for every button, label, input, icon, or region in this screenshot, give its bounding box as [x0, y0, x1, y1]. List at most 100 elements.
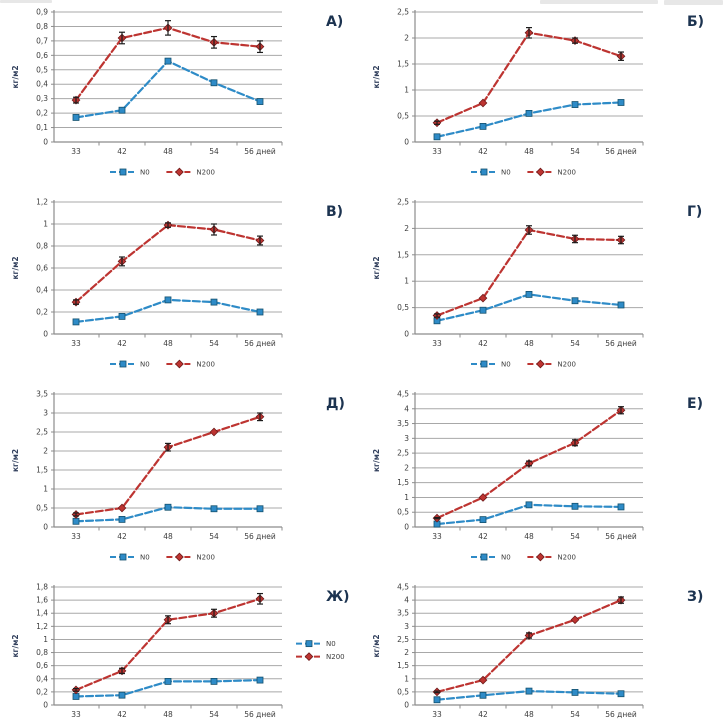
svg-text:48: 48 — [163, 147, 173, 156]
svg-text:33: 33 — [432, 147, 442, 156]
series-n200 — [71, 220, 265, 307]
svg-text:0,5: 0,5 — [397, 687, 409, 696]
chart-v: 0 0,2 0,4 0,6 0,8 1 1,2 33 42 48 54 56 дней кг/м2 В) N… — [0, 190, 361, 382]
chart-zh: 0 0,2 0,4 0,6 0,8 1 1,2 1,4 1,6 1,8 33 42 48 54 56 дне… — [0, 575, 361, 727]
svg-text:1: 1 — [404, 674, 409, 683]
svg-text:N200: N200 — [326, 653, 345, 661]
svg-text:42: 42 — [478, 339, 488, 348]
svg-text:1,5: 1,5 — [36, 466, 48, 475]
svg-text:33: 33 — [432, 532, 442, 541]
svg-text:0,6: 0,6 — [36, 264, 48, 273]
svg-text:N0: N0 — [501, 361, 511, 369]
svg-text:3,5: 3,5 — [36, 390, 48, 399]
svg-text:42: 42 — [478, 532, 488, 541]
series-n0 — [433, 291, 625, 325]
svg-text:56 дней: 56 дней — [244, 532, 276, 541]
chart-z-canvas: 0 0,5 1 1,5 2 2,5 3 3,5 4 4,5 33 42 48 54 56 дней кг/м2… — [372, 583, 703, 720]
error-bar — [434, 313, 440, 318]
svg-text:N200: N200 — [196, 554, 215, 562]
legend: N0 N200 — [110, 552, 215, 562]
axes-grid: 0 0,2 0,4 0,6 0,8 1 1,2 1,4 1,6 1,8 — [36, 583, 282, 710]
svg-text:4: 4 — [404, 404, 409, 413]
error-bar — [526, 27, 532, 39]
error-bar — [119, 31, 125, 45]
svg-text:48: 48 — [524, 710, 534, 719]
error-bar — [526, 225, 532, 235]
error-bar — [119, 667, 125, 675]
svg-text:0: 0 — [43, 138, 48, 147]
y-axis-title: кг/м2 — [11, 634, 20, 657]
svg-text:54: 54 — [209, 532, 219, 541]
svg-text:0,3: 0,3 — [36, 94, 48, 103]
x-axis-labels: 33 42 48 54 56 дней — [432, 334, 644, 348]
svg-text:N0: N0 — [140, 169, 150, 177]
series-n0 — [433, 501, 625, 528]
svg-text:1: 1 — [404, 277, 409, 286]
page-edge-artifact — [540, 0, 658, 4]
x-axis-labels: 33 42 48 54 56 дней — [71, 527, 283, 541]
page-edge-artifact — [0, 0, 52, 3]
x-axis-labels: 33 42 48 54 56 дней — [71, 334, 283, 348]
svg-text:33: 33 — [71, 710, 81, 719]
y-axis-title: кг/м2 — [11, 449, 20, 472]
axes-grid: 0 0,5 1 1,5 2 2,5 — [397, 8, 643, 147]
svg-text:3: 3 — [43, 409, 48, 418]
svg-text:2,5: 2,5 — [397, 198, 409, 207]
svg-text:48: 48 — [163, 532, 173, 541]
axes-grid: 0 0,5 1 1,5 2 2,5 3 3,5 4 4,5 — [397, 583, 643, 710]
svg-text:0,1: 0,1 — [36, 123, 48, 132]
svg-text:3: 3 — [404, 622, 409, 631]
svg-text:1,2: 1,2 — [36, 622, 48, 631]
svg-text:0,8: 0,8 — [36, 22, 48, 31]
error-bar — [572, 234, 578, 244]
x-axis-labels: 33 42 48 54 56 дней — [432, 527, 644, 541]
series-n0 — [72, 57, 264, 121]
error-bar — [119, 256, 125, 267]
chart-g-canvas: 0 0,5 1 1,5 2 2,5 33 42 48 54 56 дней кг/м2 Г) N0 N200 — [372, 198, 702, 369]
svg-text:0,5: 0,5 — [397, 303, 409, 312]
svg-text:2: 2 — [404, 34, 409, 43]
x-axis-labels: 33 42 48 54 56 дней — [71, 705, 283, 719]
svg-text:4,5: 4,5 — [397, 583, 409, 592]
error-bar — [526, 460, 532, 467]
svg-text:42: 42 — [117, 147, 127, 156]
series-n200 — [71, 412, 265, 519]
svg-text:0,5: 0,5 — [36, 65, 48, 74]
svg-text:0: 0 — [404, 701, 409, 710]
svg-text:56 дней: 56 дней — [244, 339, 276, 348]
panel-label: Ж) — [326, 589, 350, 605]
svg-text:48: 48 — [524, 147, 534, 156]
chart-e: 0 0,5 1 1,5 2 2,5 3 3,5 4 4,5 33 42 48 54 56 дней кг/м2… — [361, 382, 723, 575]
legend: N0 N200 — [296, 640, 345, 661]
svg-text:0,4: 0,4 — [36, 286, 48, 295]
chart-e-canvas: 0 0,5 1 1,5 2 2,5 3 3,5 4 4,5 33 42 48 54 56 дней кг/м2… — [372, 390, 703, 562]
series-n0 — [72, 676, 264, 700]
svg-text:1: 1 — [404, 86, 409, 95]
y-axis-title: кг/м2 — [372, 634, 381, 657]
chart-a-canvas: 0 0,1 0,2 0,3 0,4 0,5 0,6 0,7 0,8 0,9 33 42 48 54 56 д… — [11, 8, 343, 177]
svg-text:56 дней: 56 дней — [605, 147, 637, 156]
svg-text:0,6: 0,6 — [36, 51, 48, 60]
error-bar — [434, 690, 440, 694]
svg-text:N0: N0 — [140, 554, 150, 562]
panel-label: Е) — [687, 396, 703, 412]
svg-text:54: 54 — [570, 532, 580, 541]
svg-text:48: 48 — [163, 710, 173, 719]
svg-text:2: 2 — [404, 463, 409, 472]
error-bar — [73, 96, 79, 104]
svg-text:33: 33 — [71, 147, 81, 156]
svg-text:1: 1 — [43, 635, 48, 644]
svg-text:56 дней: 56 дней — [244, 710, 276, 719]
svg-text:42: 42 — [117, 532, 127, 541]
svg-text:0: 0 — [43, 330, 48, 339]
panel-label: З) — [687, 589, 703, 605]
svg-text:N200: N200 — [557, 169, 576, 177]
legend: N0 N200 — [110, 167, 215, 177]
series-n200 — [432, 405, 626, 523]
svg-text:0,2: 0,2 — [36, 687, 48, 696]
error-bar — [526, 632, 532, 639]
svg-text:54: 54 — [209, 339, 219, 348]
svg-text:48: 48 — [524, 339, 534, 348]
error-bar — [618, 51, 624, 61]
axes-grid: 0 0,2 0,4 0,6 0,8 1 1,2 — [36, 198, 282, 339]
